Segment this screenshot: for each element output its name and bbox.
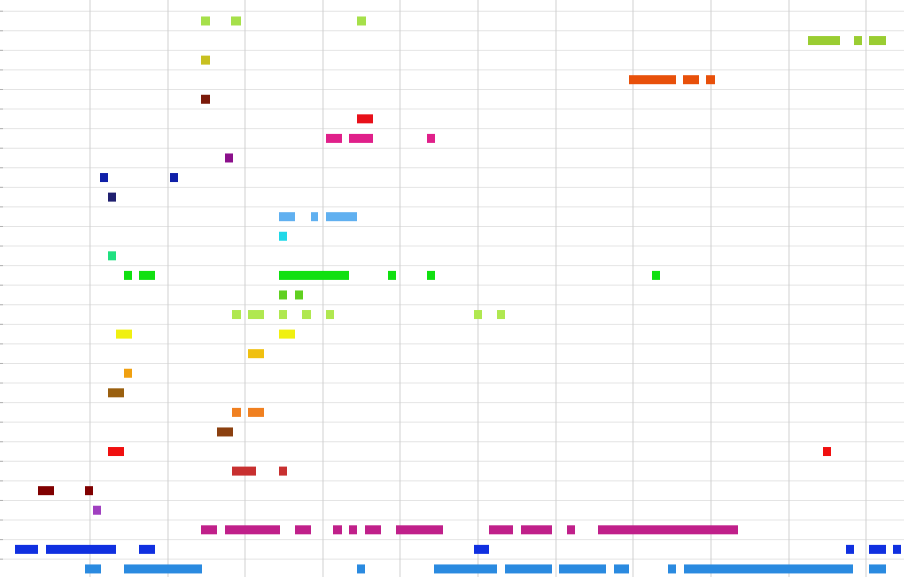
bar-segment: [614, 564, 629, 574]
bar-segment: [38, 486, 54, 496]
bar-segment: [232, 407, 241, 417]
bar-segment: [333, 525, 342, 535]
bar-segment: [521, 525, 552, 535]
bar-segment: [170, 173, 178, 183]
bar-segment: [248, 407, 264, 417]
bar-segment: [683, 75, 699, 85]
bar-segment: [684, 564, 853, 574]
bar-segment: [279, 466, 287, 476]
bar-segment: [668, 564, 676, 574]
bar-segment: [396, 525, 443, 535]
bar-segment: [279, 329, 295, 339]
bar-segment: [232, 466, 256, 476]
bar-segment: [869, 36, 886, 46]
bar-segment: [108, 447, 124, 457]
bar-segment: [279, 310, 287, 320]
bar-segment: [489, 525, 513, 535]
bar-segment: [567, 525, 575, 535]
bar-segment: [357, 16, 366, 26]
bar-segment: [225, 525, 280, 535]
bar-segment: [326, 212, 357, 222]
bar-segment: [295, 290, 303, 300]
bar-segment: [474, 544, 489, 554]
bar-segment: [302, 310, 311, 320]
bar-segment: [139, 270, 155, 280]
bar-segment: [225, 153, 233, 163]
bar-segment: [108, 251, 116, 261]
bar-segment: [349, 133, 373, 143]
bar-segment: [808, 36, 840, 46]
bar-segment: [201, 55, 210, 65]
bar-segment: [124, 564, 202, 574]
bar-segment: [15, 544, 38, 554]
bar-segment: [217, 427, 233, 437]
bar-segment: [46, 544, 116, 554]
bar-segment: [248, 349, 264, 359]
bar-segment: [497, 310, 505, 320]
bar-segment: [279, 212, 295, 222]
bar-segment: [893, 544, 901, 554]
bar-segment: [427, 133, 435, 143]
bar-segment: [505, 564, 552, 574]
bar-segment: [357, 564, 365, 574]
bar-segment: [388, 270, 396, 280]
bar-segment: [629, 75, 676, 85]
bar-segment: [139, 544, 155, 554]
bar-segment: [357, 114, 373, 124]
bar-segment: [201, 525, 217, 535]
bar-segment: [652, 270, 660, 280]
bar-segment: [474, 310, 482, 320]
bar-segment: [248, 310, 264, 320]
bar-segment: [326, 310, 334, 320]
bar-segment: [349, 525, 357, 535]
bar-segment: [279, 290, 287, 300]
bar-segment: [108, 388, 124, 398]
bar-segment: [434, 564, 497, 574]
bar-segment: [108, 192, 116, 202]
bar-segment: [201, 16, 210, 26]
bar-segment: [311, 212, 318, 222]
bar-segment: [100, 173, 108, 183]
bar-segment: [598, 525, 738, 535]
bar-segment: [85, 564, 101, 574]
bar-segment: [93, 505, 101, 515]
bar-segment: [365, 525, 381, 535]
bar-segment: [706, 75, 715, 85]
bar-segment: [231, 16, 241, 26]
bar-segment: [85, 486, 93, 496]
bar-segment: [559, 564, 606, 574]
bar-segment: [854, 36, 862, 46]
bar-segment: [846, 544, 854, 554]
bar-segment: [201, 94, 210, 104]
bar-segment: [326, 133, 342, 143]
bar-segment: [232, 310, 241, 320]
bar-segment: [116, 329, 132, 339]
bar-segment: [295, 525, 311, 535]
bar-segment: [124, 270, 132, 280]
bar-segment: [823, 447, 831, 457]
bar-segment: [869, 564, 886, 574]
bar-segment: [427, 270, 435, 280]
bar-segment: [124, 368, 132, 378]
bar-segment: [279, 270, 349, 280]
bar-segment: [279, 231, 287, 241]
bar-segment: [869, 544, 886, 554]
